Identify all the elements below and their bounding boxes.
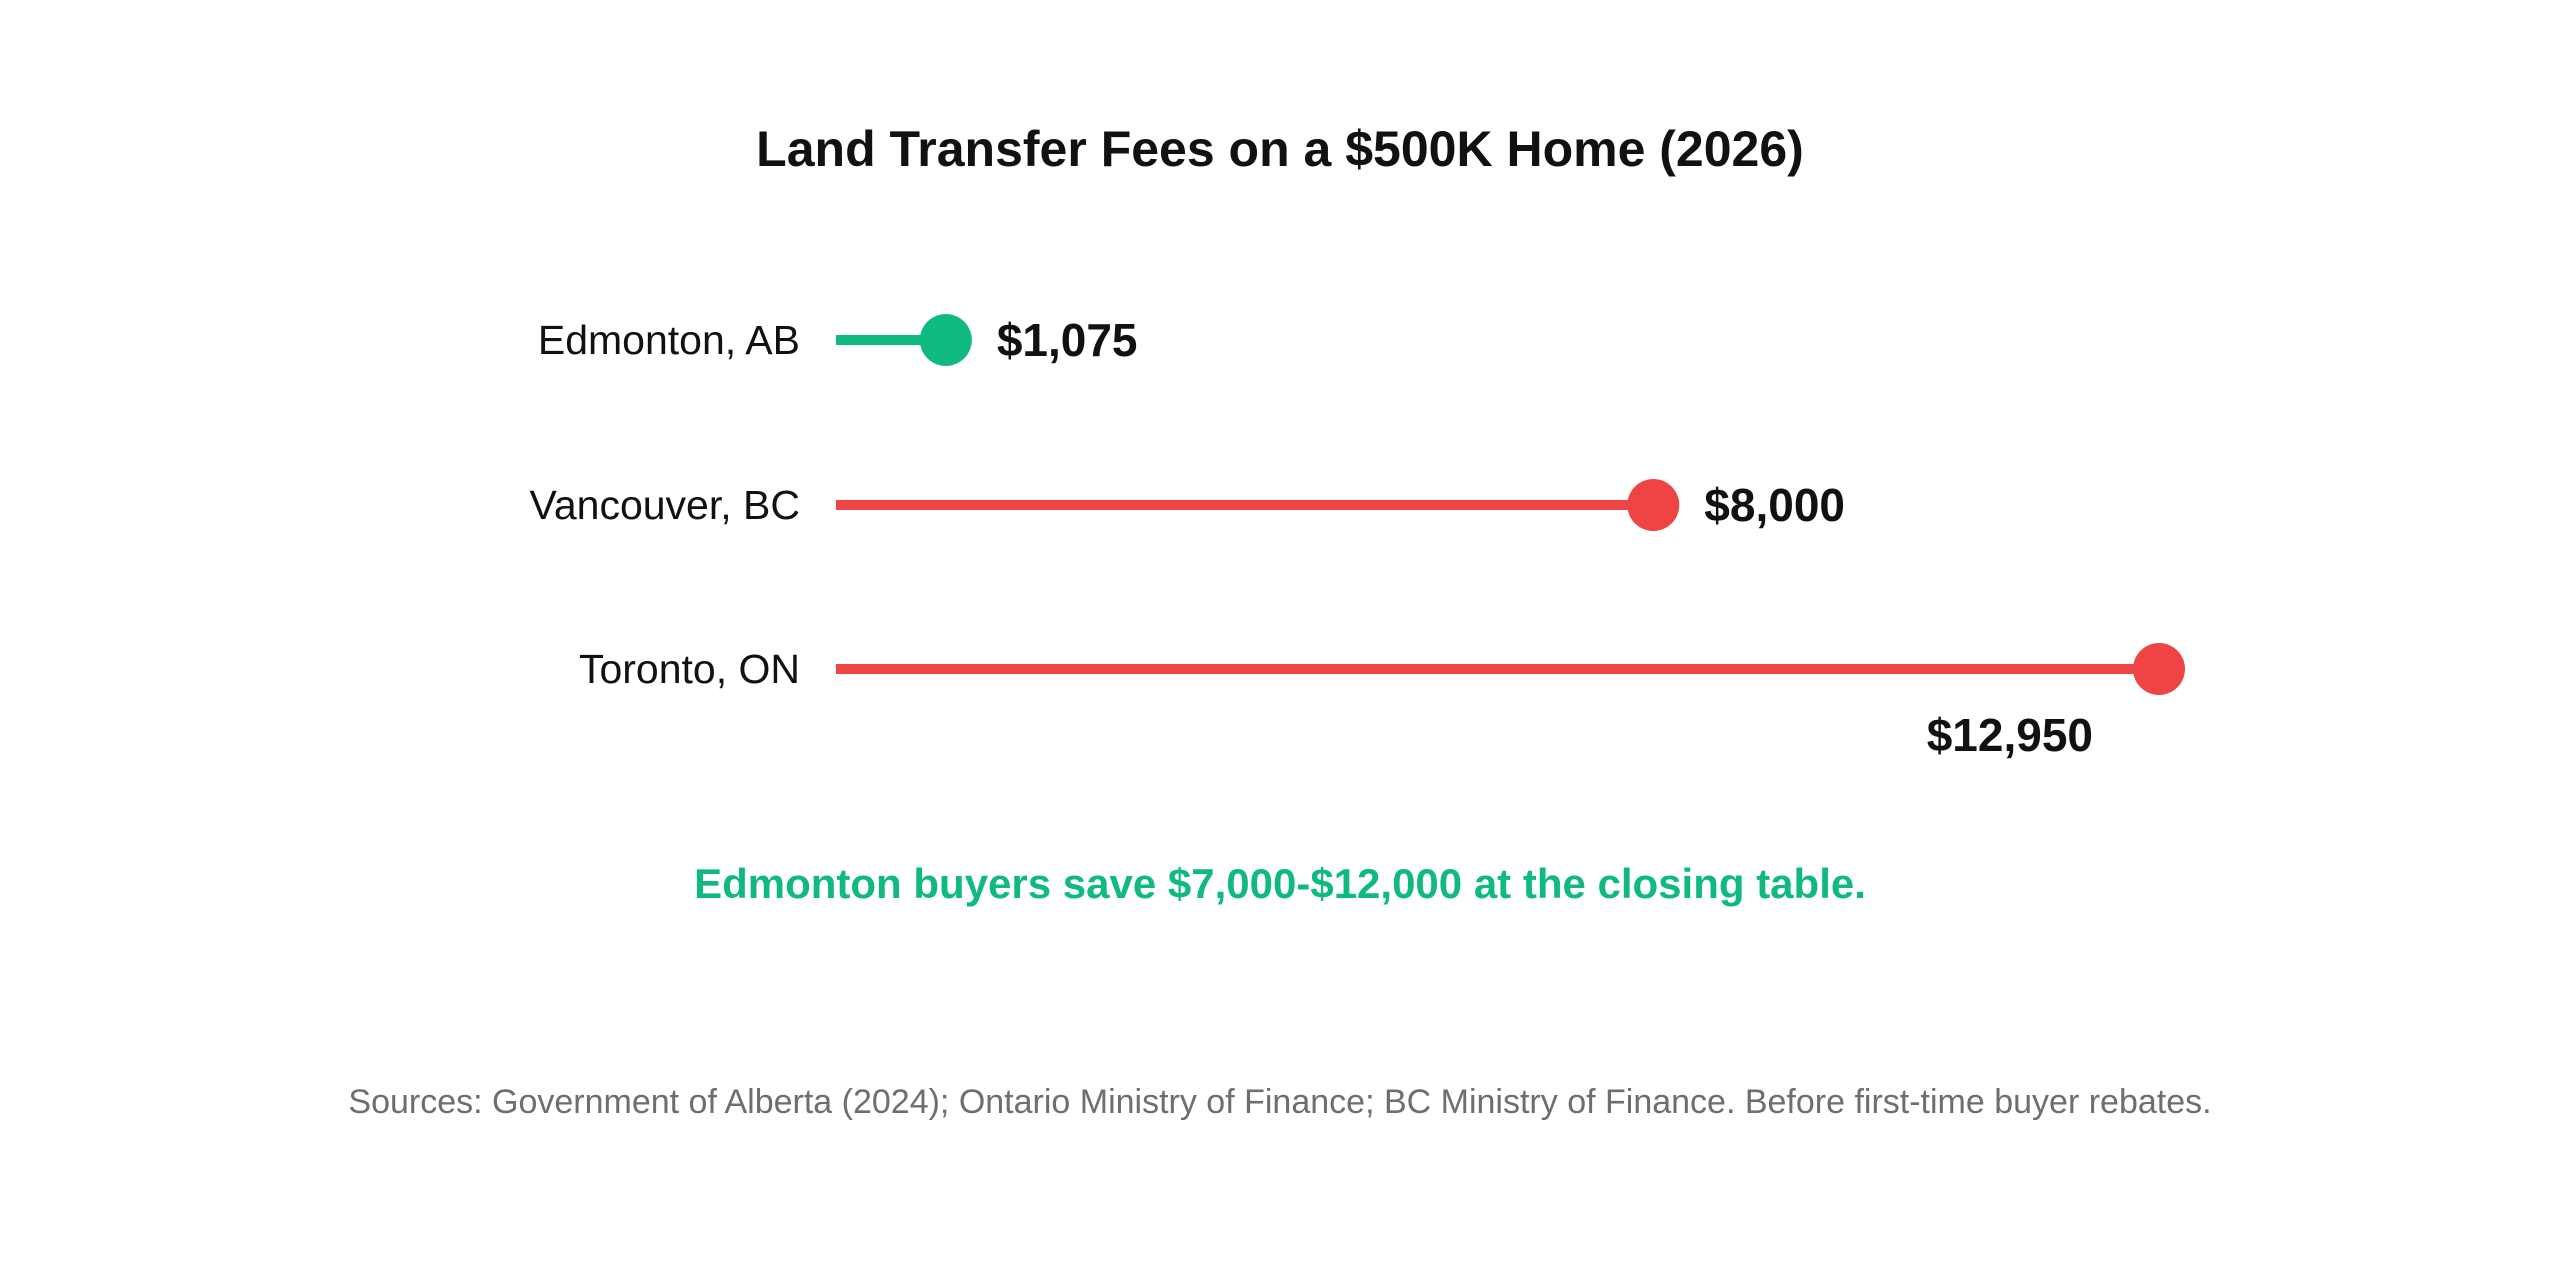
value-label: $8,000 [1704, 479, 1845, 531]
category-label: Vancouver, BC [530, 482, 800, 528]
category-label: Toronto, ON [579, 646, 800, 692]
source-note: Sources: Government of Alberta (2024); O… [348, 1083, 2212, 1121]
value-label: $1,075 [997, 314, 1138, 366]
lollipop-dot [1627, 479, 1680, 531]
chart-title: Land Transfer Fees on a $500K Home (2026… [756, 121, 1804, 177]
lollipop-dot [919, 314, 972, 366]
category-label: Edmonton, AB [538, 317, 800, 363]
value-label: $12,950 [1927, 709, 2093, 761]
takeaway-annotation: Edmonton buyers save $7,000-$12,000 at t… [694, 860, 1866, 907]
lollipop-dot [2133, 643, 2185, 695]
